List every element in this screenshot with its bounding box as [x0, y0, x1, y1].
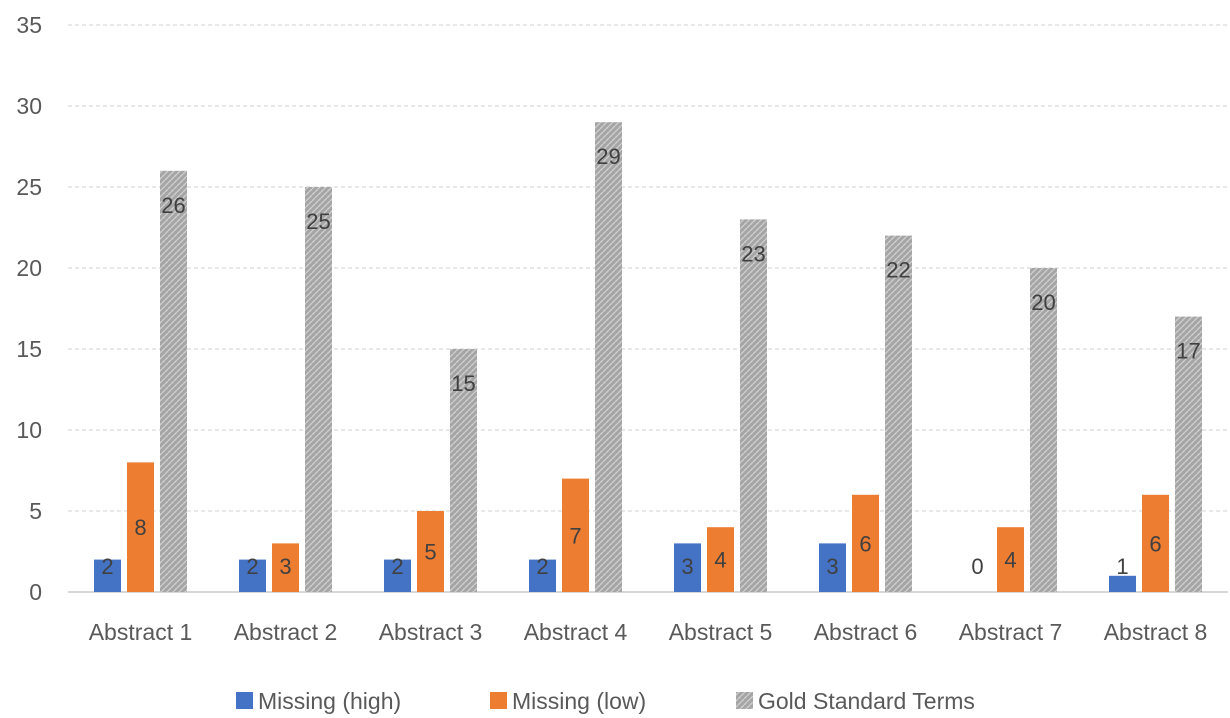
data-label: 8 — [134, 515, 146, 540]
data-label: 29 — [596, 144, 620, 169]
bar-missing-low — [417, 511, 444, 592]
y-tick-label: 30 — [16, 93, 42, 119]
bar-gold-standard-terms — [305, 187, 332, 592]
bar-missing-high — [529, 559, 556, 592]
x-tick-label: Abstract 1 — [89, 619, 193, 645]
data-label: 26 — [161, 193, 185, 218]
data-label: 17 — [1176, 339, 1200, 364]
data-label: 15 — [451, 371, 475, 396]
x-tick-label: Abstract 8 — [1104, 619, 1208, 645]
y-tick-label: 35 — [16, 12, 42, 38]
bar-missing-high — [1109, 575, 1136, 592]
data-label: 6 — [859, 531, 871, 556]
bar-missing-low — [562, 478, 589, 592]
bar-gold-standard-terms — [885, 235, 912, 592]
bar-gold-standard-terms — [160, 170, 187, 593]
y-tick-label: 0 — [29, 579, 42, 605]
y-tick-label: 20 — [16, 255, 42, 281]
data-label: 22 — [886, 258, 910, 283]
bar-missing-low — [1142, 494, 1169, 592]
data-label: 1 — [1116, 554, 1128, 579]
bar-missing-low — [997, 527, 1024, 592]
bar-missing-low — [127, 462, 154, 592]
x-tick-label: Abstract 5 — [669, 619, 773, 645]
y-axis-ticks: 0 5 10 15 20 25 30 35 — [16, 12, 42, 605]
bar-missing-high — [674, 543, 701, 592]
data-label: 2 — [246, 554, 258, 579]
x-tick-label: Abstract 6 — [814, 619, 918, 645]
legend-label: Missing (low) — [512, 688, 646, 714]
data-label: 7 — [569, 523, 581, 548]
data-label: 4 — [1004, 548, 1016, 573]
bar-gold-standard-terms — [450, 349, 477, 592]
legend-swatch — [736, 692, 753, 709]
legend-label: Missing (high) — [258, 688, 401, 714]
y-tick-label: 15 — [16, 336, 42, 362]
bar-gold-standard-terms — [740, 219, 767, 592]
bar-missing-high — [94, 559, 121, 592]
data-label: 3 — [681, 554, 693, 579]
y-tick-label: 5 — [29, 498, 42, 524]
data-label: 3 — [279, 554, 291, 579]
data-label: 2 — [536, 554, 548, 579]
data-label: 5 — [424, 540, 436, 565]
x-axis-ticks: Abstract 1 Abstract 2 Abstract 3 Abstract 4… — [89, 619, 1208, 645]
data-label: 4 — [714, 548, 726, 573]
x-tick-label: Abstract 2 — [234, 619, 338, 645]
x-tick-label: Abstract 3 — [379, 619, 483, 645]
bar-missing-low — [272, 543, 299, 592]
bar-missing-high — [819, 543, 846, 592]
y-tick-label: 10 — [16, 417, 42, 443]
bar-missing-high — [384, 559, 411, 592]
data-label: 25 — [306, 209, 330, 234]
x-tick-label: Abstract 4 — [524, 619, 628, 645]
bars — [94, 122, 1202, 593]
data-label: 0 — [971, 554, 983, 579]
x-tick-label: Abstract 7 — [959, 619, 1063, 645]
bar-missing-low — [852, 494, 879, 592]
bar-gold-standard-terms — [1030, 268, 1057, 592]
legend-swatch — [236, 692, 253, 709]
bar-missing-low — [707, 527, 734, 592]
data-label: 3 — [826, 554, 838, 579]
data-label: 2 — [101, 554, 113, 579]
bar-missing-high — [239, 559, 266, 592]
bar-gold-standard-terms — [595, 122, 622, 592]
data-label: 2 — [391, 554, 403, 579]
y-tick-label: 25 — [16, 174, 42, 200]
legend-swatch — [490, 692, 507, 709]
legend: Missing (high) Missing (low) Gold Standard… — [236, 688, 975, 714]
data-label: 6 — [1149, 531, 1161, 556]
data-label: 23 — [741, 241, 765, 266]
data-label: 20 — [1031, 290, 1055, 315]
legend-label: Gold Standard Terms — [758, 688, 975, 714]
bar-gold-standard-terms — [1175, 316, 1202, 592]
